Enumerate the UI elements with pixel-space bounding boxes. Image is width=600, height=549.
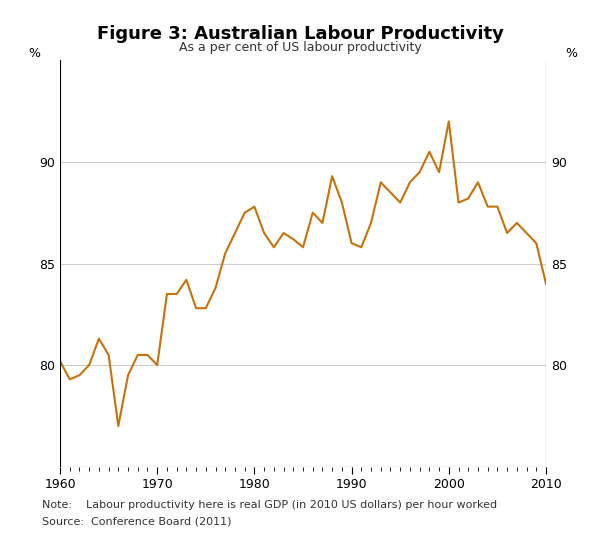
Text: %: % [566, 47, 578, 60]
Text: As a per cent of US labour productivity: As a per cent of US labour productivity [179, 41, 421, 54]
Text: Source:  Conference Board (2011): Source: Conference Board (2011) [42, 516, 232, 526]
Text: %: % [28, 47, 40, 60]
Text: Figure 3: Australian Labour Productivity: Figure 3: Australian Labour Productivity [97, 25, 503, 43]
Text: Note:    Labour productivity here is real GDP (in 2010 US dollars) per hour work: Note: Labour productivity here is real G… [42, 500, 497, 510]
